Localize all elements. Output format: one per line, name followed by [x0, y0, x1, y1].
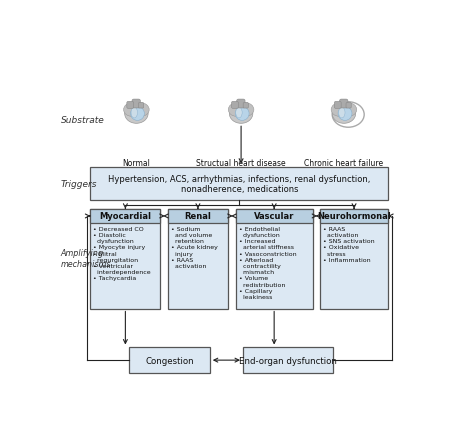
Text: Normal: Normal [122, 159, 150, 168]
Ellipse shape [338, 107, 352, 121]
FancyBboxPatch shape [339, 100, 348, 109]
Ellipse shape [124, 104, 140, 117]
Text: Structual heart disease: Structual heart disease [196, 159, 286, 168]
FancyBboxPatch shape [334, 102, 341, 109]
Ellipse shape [229, 105, 253, 124]
Text: Triggers: Triggers [61, 180, 98, 189]
Bar [168, 209, 228, 309]
Bar [243, 348, 333, 373]
Text: Renal: Renal [184, 212, 211, 221]
Ellipse shape [125, 105, 148, 124]
Text: • RAAS
  activation
• SNS activation
• Oxidative
  stress
• Inflammation: • RAAS activation • SNS activation • Oxi… [323, 226, 374, 262]
Bar [168, 209, 228, 223]
Ellipse shape [235, 107, 249, 121]
Ellipse shape [340, 104, 357, 117]
Text: • Decreased CO
• Diastolic
  dysfunction
• Myocyte injury
• Mitral
  regurgitati: • Decreased CO • Diastolic dysfunction •… [93, 226, 151, 281]
Text: Chronic heart failure: Chronic heart failure [304, 159, 383, 168]
FancyBboxPatch shape [231, 102, 238, 109]
Ellipse shape [331, 104, 347, 117]
FancyBboxPatch shape [346, 103, 351, 109]
Text: Vascular: Vascular [254, 212, 294, 221]
FancyBboxPatch shape [237, 100, 245, 109]
Bar [320, 209, 388, 309]
Bar [236, 209, 313, 309]
Text: • Endothelial
  dysfunction
• Increased
  arterial stiffness
• Vasoconstriction
: • Endothelial dysfunction • Increased ar… [238, 226, 296, 299]
Text: Neurohormonal: Neurohormonal [317, 212, 391, 221]
Bar [91, 209, 160, 309]
Text: Hypertension, ACS, arrhythmias, infections, renal dysfunction,
nonadherence, med: Hypertension, ACS, arrhythmias, infectio… [108, 174, 371, 194]
Bar [236, 209, 313, 223]
Bar [320, 209, 388, 223]
Text: Substrate: Substrate [61, 116, 105, 124]
Ellipse shape [236, 108, 242, 119]
Text: End-organ dysfunction: End-organ dysfunction [239, 356, 337, 365]
Ellipse shape [332, 105, 356, 124]
Ellipse shape [131, 108, 137, 119]
Text: Myocardial: Myocardial [100, 212, 151, 221]
Text: Congestion: Congestion [145, 356, 194, 365]
FancyBboxPatch shape [127, 102, 134, 109]
FancyBboxPatch shape [138, 103, 144, 109]
Ellipse shape [237, 104, 254, 117]
FancyBboxPatch shape [243, 103, 248, 109]
Bar [91, 209, 160, 223]
Ellipse shape [228, 104, 245, 117]
Ellipse shape [130, 107, 145, 121]
FancyBboxPatch shape [132, 100, 140, 109]
Text: Amplifying
mechanisms: Amplifying mechanisms [60, 249, 111, 268]
Text: • Sodium
  and volume
  retention
• Acute kidney
  injury
• RAAS
  activation: • Sodium and volume retention • Acute ki… [171, 226, 218, 268]
Ellipse shape [338, 108, 345, 119]
Ellipse shape [133, 104, 149, 117]
Bar [129, 348, 210, 373]
Bar [91, 167, 388, 201]
